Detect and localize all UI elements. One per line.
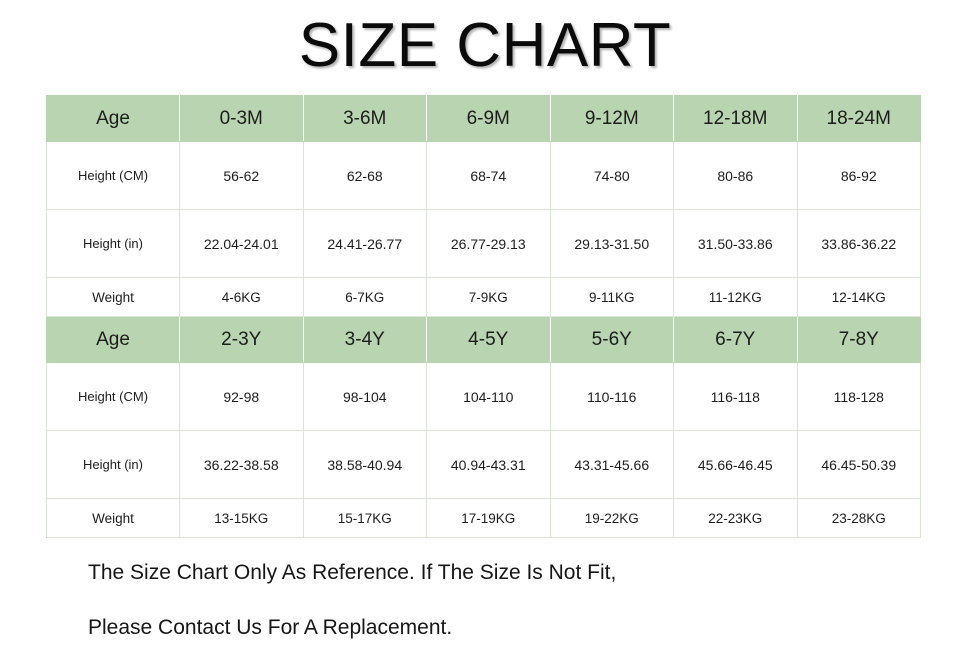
- row-label-height-in: Height (in): [46, 430, 180, 499]
- cell-value: 24.41-26.77: [302, 209, 427, 278]
- disclaimer-line-2: Please Contact Us For A Replacement.: [88, 616, 453, 639]
- cell-value: 98-104: [302, 362, 427, 431]
- header-size-9-12m: 9-12M: [549, 95, 674, 142]
- cell-value: 46.45-50.39: [796, 430, 921, 499]
- header-size-5-6y: 5-6Y: [549, 316, 674, 363]
- header-size-18-24m: 18-24M: [796, 95, 921, 142]
- cell-value: 86-92: [796, 141, 921, 210]
- row-label-height-cm: Height (CM): [46, 141, 180, 210]
- cell-value: 56-62: [179, 141, 304, 210]
- row-label-weight: Weight: [46, 498, 180, 538]
- table-row: Weight 13-15KG 15-17KG 17-19KG 19-22KG 2…: [46, 498, 921, 538]
- cell-value: 68-74: [426, 141, 551, 210]
- cell-value: 31.50-33.86: [673, 209, 798, 278]
- header-size-3-4y: 3-4Y: [302, 316, 427, 363]
- cell-value: 11-12KG: [673, 277, 798, 317]
- header-size-7-8y: 7-8Y: [796, 316, 921, 363]
- table-row: Height (CM) 56-62 62-68 68-74 74-80 80-8…: [46, 141, 921, 210]
- cell-value: 92-98: [179, 362, 304, 431]
- table-row: Height (in) 22.04-24.01 24.41-26.77 26.7…: [46, 209, 921, 278]
- cell-value: 17-19KG: [426, 498, 551, 538]
- header-size-6-9m: 6-9M: [426, 95, 551, 142]
- row-label-height-in: Height (in): [46, 209, 180, 278]
- cell-value: 43.31-45.66: [549, 430, 674, 499]
- table-header-row-years: Age 2-3Y 3-4Y 4-5Y 5-6Y 6-7Y 7-8Y: [46, 316, 921, 363]
- row-label-height-cm: Height (CM): [46, 362, 180, 431]
- table-row: Height (in) 36.22-38.58 38.58-40.94 40.9…: [46, 430, 921, 499]
- cell-value: 15-17KG: [302, 498, 427, 538]
- header-size-12-18m: 12-18M: [673, 95, 798, 142]
- header-size-0-3m: 0-3M: [179, 95, 304, 142]
- cell-value: 45.66-46.45: [673, 430, 798, 499]
- cell-value: 23-28KG: [796, 498, 921, 538]
- size-chart-table-container: Age 0-3M 3-6M 6-9M 9-12M 12-18M 18-24M H…: [46, 95, 921, 538]
- header-size-3-6m: 3-6M: [302, 95, 427, 142]
- header-size-4-5y: 4-5Y: [426, 316, 551, 363]
- table-row: Weight 4-6KG 6-7KG 7-9KG 9-11KG 11-12KG …: [46, 277, 921, 317]
- cell-value: 12-14KG: [796, 277, 921, 317]
- cell-value: 4-6KG: [179, 277, 304, 317]
- cell-value: 22-23KG: [673, 498, 798, 538]
- cell-value: 26.77-29.13: [426, 209, 551, 278]
- cell-value: 36.22-38.58: [179, 430, 304, 499]
- cell-value: 9-11KG: [549, 277, 674, 317]
- cell-value: 118-128: [796, 362, 921, 431]
- cell-value: 80-86: [673, 141, 798, 210]
- cell-value: 38.58-40.94: [302, 430, 427, 499]
- cell-value: 62-68: [302, 141, 427, 210]
- cell-value: 40.94-43.31: [426, 430, 551, 499]
- size-chart-table-body: Age 0-3M 3-6M 6-9M 9-12M 12-18M 18-24M H…: [46, 95, 921, 538]
- header-size-6-7y: 6-7Y: [673, 316, 798, 363]
- header-label-age: Age: [46, 316, 180, 363]
- cell-value: 6-7KG: [302, 277, 427, 317]
- table-row: Height (CM) 92-98 98-104 104-110 110-116…: [46, 362, 921, 431]
- cell-value: 22.04-24.01: [179, 209, 304, 278]
- disclaimer-line-1: The Size Chart Only As Reference. If The…: [88, 561, 617, 584]
- page-title: SIZE CHART: [298, 11, 672, 80]
- cell-value: 116-118: [673, 362, 798, 431]
- cell-value: 7-9KG: [426, 277, 551, 317]
- cell-value: 33.86-36.22: [796, 209, 921, 278]
- cell-value: 13-15KG: [179, 498, 304, 538]
- header-label-age: Age: [46, 95, 180, 142]
- cell-value: 104-110: [426, 362, 551, 431]
- cell-value: 29.13-31.50: [549, 209, 674, 278]
- header-size-2-3y: 2-3Y: [179, 316, 304, 363]
- size-chart-table: Age 0-3M 3-6M 6-9M 9-12M 12-18M 18-24M H…: [46, 95, 921, 538]
- row-label-weight: Weight: [46, 277, 180, 317]
- cell-value: 19-22KG: [549, 498, 674, 538]
- table-header-row-months: Age 0-3M 3-6M 6-9M 9-12M 12-18M 18-24M: [46, 95, 921, 142]
- cell-value: 110-116: [549, 362, 674, 431]
- cell-value: 74-80: [549, 141, 674, 210]
